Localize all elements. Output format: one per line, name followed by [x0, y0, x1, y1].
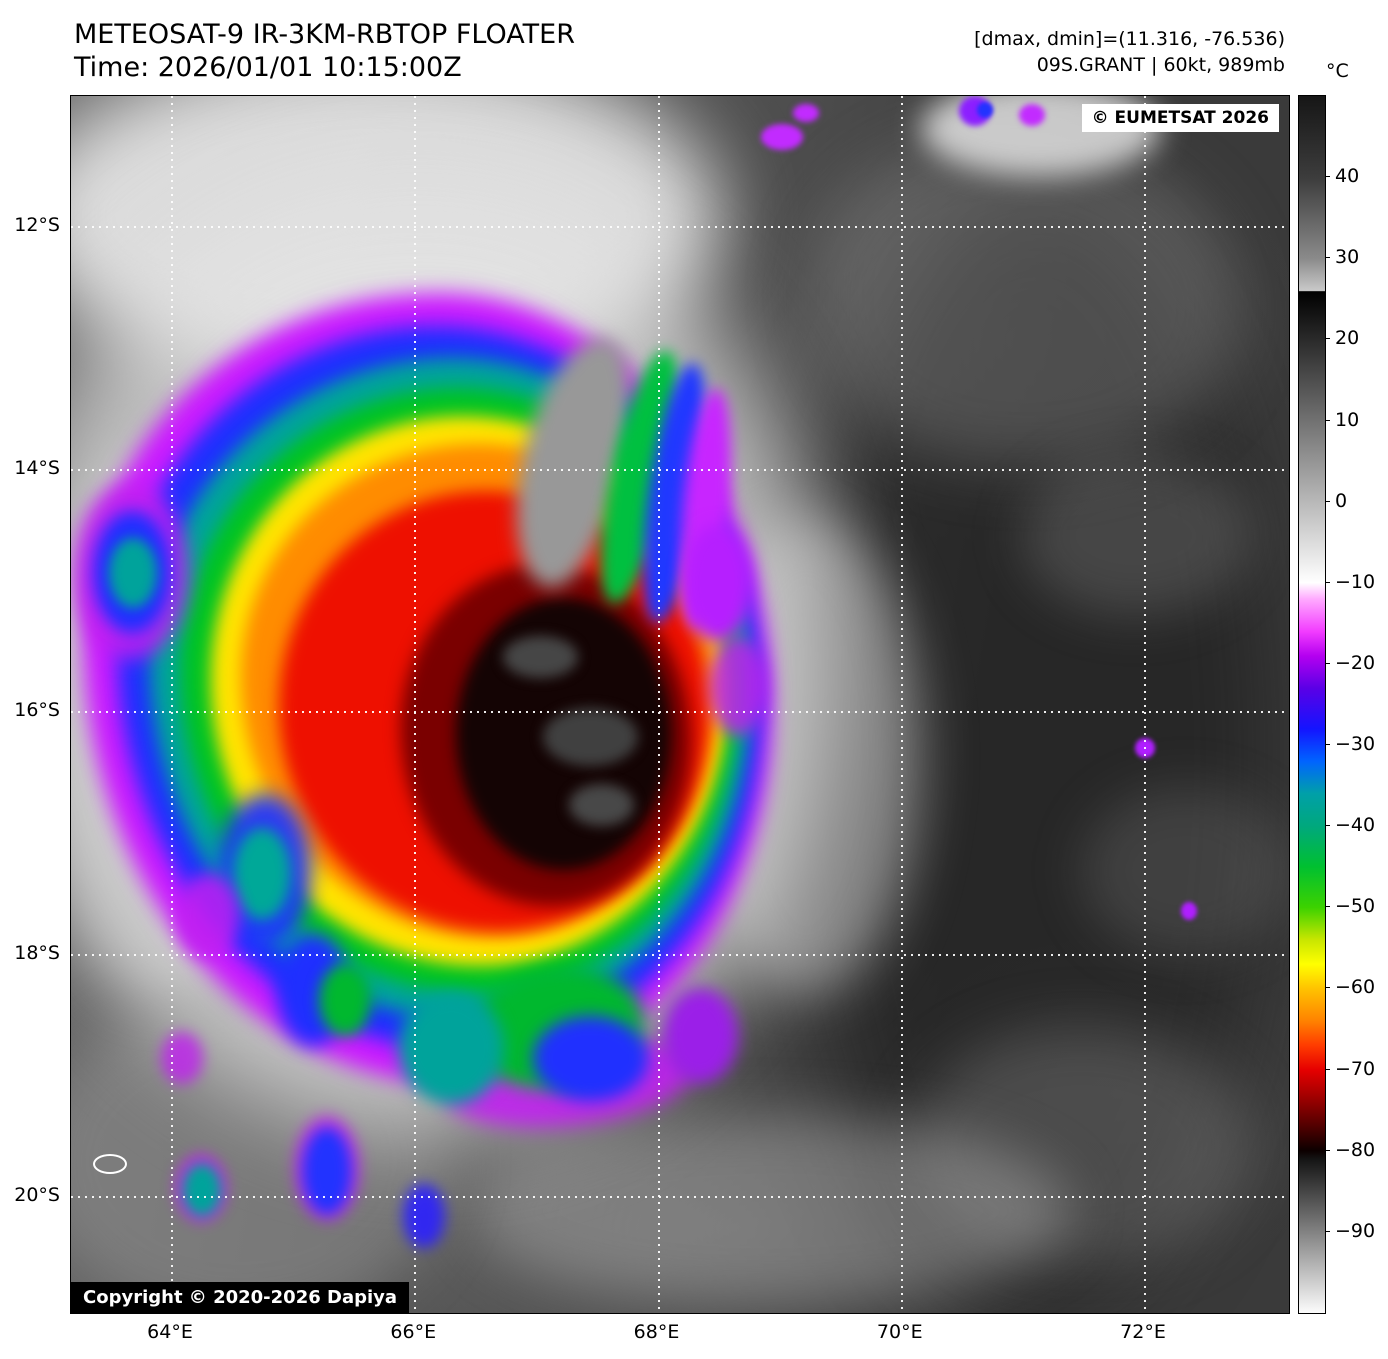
x-axis-label: 68°E — [633, 1321, 680, 1343]
colorbar-tick-label: −10 — [1335, 570, 1376, 593]
colorbar-tick-mark — [1325, 744, 1330, 746]
colorbar-tick-mark — [1325, 419, 1330, 421]
cloud-texture — [1081, 786, 1289, 956]
eumetsat-credit-badge: © EUMETSAT 2026 — [1081, 104, 1279, 132]
header-left: METEOSAT-9 IR-3KM-RBTOP FLOATER Time: 20… — [74, 18, 575, 84]
gridline-horizontal — [71, 953, 1289, 956]
tail-teal — [399, 992, 504, 1104]
colorbar-tick-label: 30 — [1335, 246, 1360, 269]
contour-ring — [93, 1154, 127, 1174]
dmax-dmin-readout: [dmax, dmin]=(11.316, -76.536) — [974, 28, 1285, 50]
y-axis-label: 14°S — [14, 456, 60, 479]
x-axis-label: 70°E — [876, 1321, 923, 1343]
core-gray-spot — [543, 708, 638, 766]
colorbar-tick-mark — [1325, 1230, 1330, 1232]
gridline-vertical — [900, 96, 903, 1313]
colorbar-tick-label: −30 — [1335, 733, 1376, 756]
colorbar-tick-label: 0 — [1335, 489, 1348, 512]
colorbar-tick-label: −80 — [1335, 1138, 1376, 1161]
core-gray-spot — [569, 784, 634, 826]
colorbar-tick-mark — [1325, 987, 1330, 989]
gridline-vertical — [171, 96, 173, 1313]
colorbar-tick-label: −90 — [1335, 1219, 1376, 1242]
gridline-vertical — [414, 96, 417, 1313]
cyclone-fringe — [709, 636, 767, 736]
colorbar-tick-mark — [1325, 1068, 1330, 1070]
colorbar-gradient — [1299, 96, 1325, 1313]
colorbar-tick-label: −70 — [1335, 1057, 1376, 1080]
colorbar-tick-mark — [1325, 581, 1330, 583]
colorbar-tick-mark — [1325, 825, 1330, 827]
cloud-texture — [811, 136, 1241, 466]
sw-cell-magenta — [177, 874, 239, 958]
page-title: METEOSAT-9 IR-3KM-RBTOP FLOATER — [74, 19, 575, 50]
sw-cell-blue — [403, 1184, 445, 1248]
gridline-horizontal — [71, 226, 1289, 228]
sw-cell-teal — [183, 1164, 221, 1216]
x-axis-label: 72°E — [1120, 1321, 1166, 1343]
dapiya-copyright-badge: Copyright © 2020-2026 Dapiya — [71, 1282, 410, 1313]
sw-cell-teal — [233, 828, 291, 920]
cyclone-fringe — [683, 524, 753, 642]
colorbar-tick-label: 20 — [1335, 327, 1360, 350]
west-cluster-teal — [109, 538, 157, 608]
gridline-vertical — [1144, 96, 1146, 1313]
colorbar-tick-mark — [1325, 176, 1330, 178]
cloud-texture — [1021, 456, 1251, 616]
colorbar-tick-mark — [1325, 662, 1330, 664]
colorbar-tick-mark — [1325, 1149, 1330, 1151]
sw-cell-green — [319, 964, 371, 1036]
colorbar-tick-label: −20 — [1335, 651, 1376, 674]
gridline-vertical — [657, 96, 660, 1313]
y-axis-label: 18°S — [14, 941, 60, 964]
colorbar-tick-label: 10 — [1335, 408, 1360, 431]
colorbar-tick-label: −60 — [1335, 976, 1376, 999]
y-axis-label: 20°S — [14, 1184, 60, 1206]
y-axis: 12°S 14°S 16°S 18°S 20°S — [0, 95, 64, 1312]
speck-purple — [1181, 902, 1197, 920]
gridline-horizontal — [71, 468, 1289, 471]
sw-cell-blue — [303, 1128, 351, 1214]
x-axis: 64°E 66°E 68°E 70°E 72°E — [70, 1313, 1288, 1358]
colorbar-ticks: 40 30 20 10 0 −10 −20 −30 −40 −50 −60 −70 −80 −90 — [1325, 95, 1387, 1312]
y-axis-label: 12°S — [14, 214, 60, 236]
x-axis-label: 66°E — [390, 1321, 437, 1343]
colorbar-tick-mark — [1325, 906, 1330, 908]
speck-purple — [761, 124, 803, 150]
colorbar-tick-label: −50 — [1335, 895, 1376, 918]
speck-blue — [977, 102, 993, 118]
tail-blue — [533, 1016, 648, 1101]
colorbar-unit-label: °C — [1326, 60, 1349, 82]
colorbar-tick-mark — [1325, 257, 1330, 259]
map-area: © EUMETSAT 2026 Copyright © 2020-2026 Da… — [70, 95, 1290, 1314]
cloud-texture — [911, 1026, 1251, 1266]
storm-info: 09S.GRANT | 60kt, 989mb — [1036, 54, 1285, 76]
colorbar-tick-mark — [1325, 500, 1330, 502]
colorbar-tick-label: 40 — [1335, 165, 1360, 188]
gridline-horizontal — [71, 1196, 1289, 1198]
colorbar-tick-label: −40 — [1335, 814, 1376, 837]
cloud-texture — [471, 1116, 1071, 1306]
sw-cell-magenta — [161, 1032, 203, 1084]
timestamp: Time: 2026/01/01 10:15:00Z — [74, 52, 462, 83]
x-axis-label: 64°E — [147, 1321, 193, 1343]
header-right: [dmax, dmin]=(11.316, -76.536) 09S.GRANT… — [974, 26, 1285, 78]
speck-purple — [1019, 104, 1045, 126]
y-axis-label: 16°S — [14, 699, 60, 721]
speck-purple — [793, 104, 819, 122]
colorbar-tick-mark — [1325, 338, 1330, 340]
core-gray-spot — [503, 636, 578, 678]
colorbar — [1298, 95, 1326, 1314]
tail-purple — [663, 988, 738, 1083]
gridline-horizontal — [71, 711, 1289, 713]
